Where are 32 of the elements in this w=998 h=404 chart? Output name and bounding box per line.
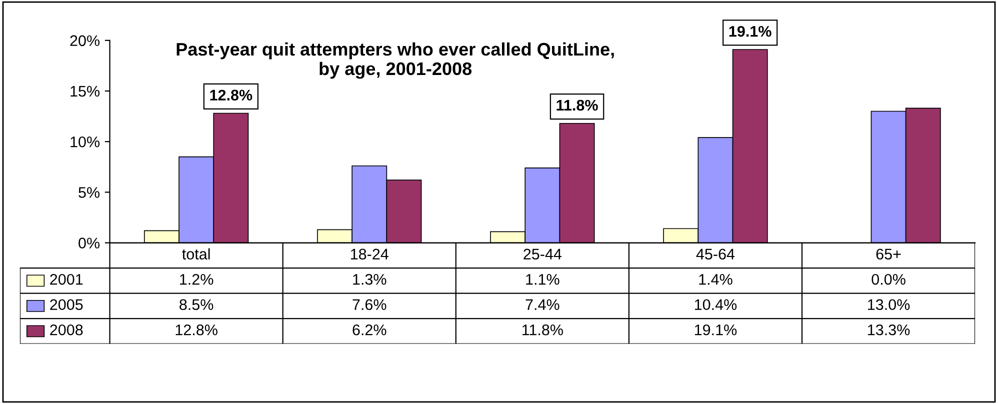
y-tick-label: 0% <box>78 238 100 248</box>
data-label: 1.1% <box>526 274 560 285</box>
data-label: 19.1% <box>694 324 737 336</box>
x-tick-label: 25-44 <box>524 248 562 260</box>
data-label: 10.4% <box>694 299 737 310</box>
x-tick-label: 18-24 <box>350 248 388 260</box>
data-label: 12.8% <box>176 324 218 336</box>
text: Past-year quit attempters who ever called QuitLine, by age, 2001-2008 <box>176 42 614 79</box>
data-label: 1.2% <box>180 274 214 285</box>
data-label: 7.6% <box>352 299 386 310</box>
data-label: 6.2% <box>352 324 386 336</box>
legend-label: 2005 <box>50 299 83 310</box>
data-label: 8.5% <box>180 299 214 310</box>
x-tick-label: total <box>182 248 210 260</box>
data-label: 13.0% <box>868 299 910 310</box>
x-tick-label: 45-64 <box>696 248 735 260</box>
data-label: 0.0% <box>872 274 906 285</box>
annotation: 11.8% <box>556 100 598 111</box>
legend-label: 2008 <box>50 324 83 336</box>
data-label: 13.3% <box>868 324 910 336</box>
y-tick-label: 15% <box>70 86 100 97</box>
data-label: 11.8% <box>522 324 563 336</box>
data-label: 1.4% <box>699 274 732 285</box>
data-label: 7.4% <box>526 299 560 310</box>
data-label: 1.3% <box>353 274 386 285</box>
text: 19.1% <box>729 26 772 37</box>
y-tick-label: 5% <box>78 187 100 198</box>
y-tick-label: 20% <box>70 35 100 46</box>
annotation: 12.8% <box>210 90 252 101</box>
y-tick-label: 10% <box>70 136 100 148</box>
legend-label: 2001 <box>50 274 83 285</box>
x-tick-label: 65+ <box>876 248 901 260</box>
